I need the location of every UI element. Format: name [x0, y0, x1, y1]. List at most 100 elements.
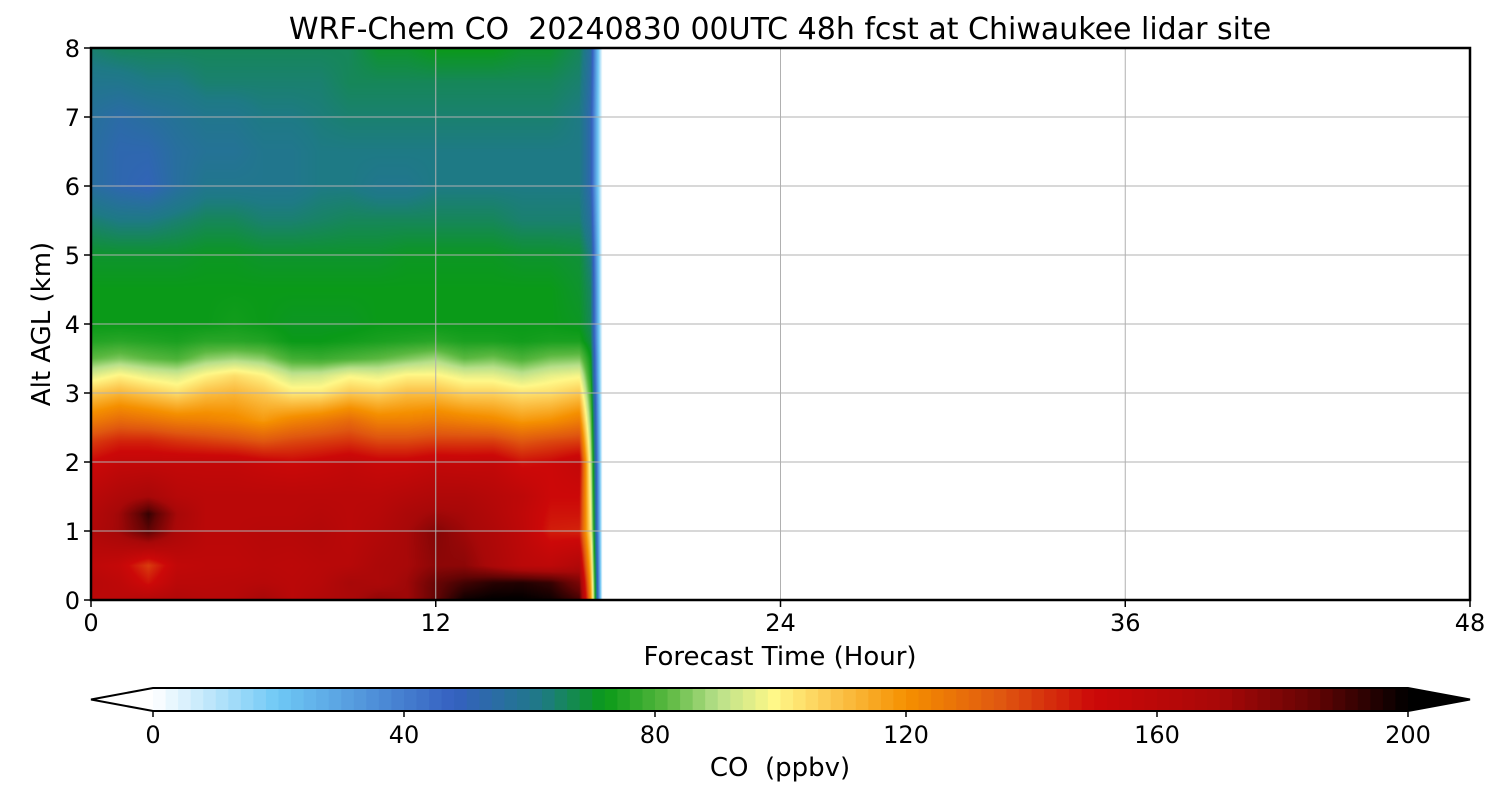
- colorbar-segment: [805, 688, 819, 711]
- x-tick-label: 12: [420, 609, 451, 637]
- colorbar-segment: [1295, 688, 1309, 711]
- colorbar-segment: [1332, 688, 1346, 711]
- colorbar: [90, 687, 1471, 712]
- colorbar-segment: [454, 688, 468, 711]
- chart-title: WRF-Chem CO 20240830 00UTC 48h fcst at C…: [289, 12, 1271, 47]
- colorbar-segment: [1257, 688, 1271, 711]
- colorbar-tick-label: 80: [640, 721, 671, 749]
- colorbar-segment: [717, 688, 731, 711]
- colorbar-segment: [642, 688, 656, 711]
- colorbar-segment: [968, 688, 982, 711]
- colorbar-segment: [429, 688, 443, 711]
- y-tick-label: 1: [65, 518, 80, 546]
- colorbar-segment: [1194, 688, 1208, 711]
- colorbar-segment: [868, 688, 882, 711]
- colorbar-tick-label: 160: [1134, 721, 1180, 749]
- colorbar-segment: [529, 688, 543, 711]
- colorbar-segment: [1395, 688, 1409, 711]
- colorbar-segment: [1056, 688, 1070, 711]
- colorbar-segment: [1169, 688, 1183, 711]
- y-tick-label: 8: [65, 35, 80, 63]
- colorbar-segment: [391, 688, 405, 711]
- colorbar-segment: [755, 688, 769, 711]
- colorbar-segment: [1282, 688, 1296, 711]
- colorbar-segment: [1006, 688, 1020, 711]
- colorbar-segment: [516, 688, 531, 711]
- colorbar-segment: [1131, 688, 1146, 711]
- colorbar-segment: [579, 688, 593, 711]
- y-tick-label: 5: [65, 242, 80, 270]
- colorbar-segment: [1094, 688, 1108, 711]
- colorbar-segment: [617, 688, 631, 711]
- colorbar-segment: [253, 688, 267, 711]
- colorbar-label: CO (ppbv): [710, 753, 850, 783]
- colorbar-segment: [291, 688, 305, 711]
- colorbar-segment: [1106, 688, 1120, 711]
- colorbar-segment: [767, 688, 782, 711]
- colorbar-segment: [1357, 688, 1371, 711]
- colorbar-tick-label: 120: [883, 721, 929, 749]
- colorbar-segment: [378, 688, 393, 711]
- colorbar-segment: [742, 688, 756, 711]
- colorbar-segment: [981, 688, 995, 711]
- colorbar-segment: [680, 688, 694, 711]
- colorbar-segment: [240, 688, 254, 711]
- y-tick-label: 3: [65, 380, 80, 408]
- colorbar-segment: [441, 688, 455, 711]
- colorbar-segment: [479, 688, 493, 711]
- colorbar-segment: [1219, 688, 1233, 711]
- colorbar-segment: [818, 688, 832, 711]
- colorbar-segment: [1069, 688, 1083, 711]
- colorbar-segment: [1269, 688, 1284, 711]
- x-tick-label: 48: [1455, 609, 1486, 637]
- colorbar-segment: [153, 688, 167, 711]
- colorbar-segment: [567, 688, 581, 711]
- colorbar-segment: [328, 688, 342, 711]
- colorbar-segment: [404, 688, 418, 711]
- colorbar-segment: [491, 688, 505, 711]
- colorbar-tick-label: 40: [389, 721, 420, 749]
- colorbar-segment: [893, 688, 907, 711]
- x-axis-label: Forecast Time (Hour): [643, 642, 916, 672]
- y-axis-label: Alt AGL (km): [27, 242, 57, 406]
- y-tick-label: 7: [65, 104, 80, 132]
- x-tick-label: 0: [83, 609, 98, 637]
- colorbar-segment: [793, 688, 807, 711]
- colorbar-segment: [504, 688, 518, 711]
- colorbar-segment: [1157, 688, 1171, 711]
- colorbar-segment: [1018, 688, 1033, 711]
- colorbar-segment: [165, 688, 179, 711]
- colorbar-segment: [843, 688, 857, 711]
- colorbar-segment: [303, 688, 317, 711]
- colorbar-segment: [265, 688, 280, 711]
- colorbar-segment: [366, 688, 380, 711]
- colorbar-segment: [667, 688, 681, 711]
- colorbar-segment: [655, 688, 669, 711]
- colorbar-segment: [592, 688, 606, 711]
- colorbar-segment: [993, 688, 1007, 711]
- colorbar-ticks: 0 40 80 120 160 200: [145, 711, 1431, 749]
- colorbar-extend-min: [91, 688, 153, 711]
- colorbar-segment: [692, 688, 706, 711]
- colorbar-segment: [1345, 688, 1359, 711]
- colorbar-segment: [542, 688, 556, 711]
- colorbar-segment: [353, 688, 367, 711]
- colorbar-segment: [1182, 688, 1196, 711]
- colorbar-segment: [830, 688, 844, 711]
- colorbar-segment: [190, 688, 204, 711]
- x-axis-ticks: 0 12 24 36 48: [83, 600, 1485, 637]
- colorbar-segment: [906, 688, 920, 711]
- colorbar-segment: [705, 688, 719, 711]
- colorbar-segment: [931, 688, 945, 711]
- colorbar-segment: [855, 688, 869, 711]
- colorbar-segment: [1081, 688, 1095, 711]
- colorbar-segment: [416, 688, 430, 711]
- colorbar-segment: [1144, 688, 1158, 711]
- colorbar-segment: [341, 688, 355, 711]
- colorbar-segment: [178, 688, 192, 711]
- colorbar-segment: [1207, 688, 1221, 711]
- x-tick-label: 36: [1110, 609, 1141, 637]
- colorbar-tick-label: 200: [1385, 721, 1431, 749]
